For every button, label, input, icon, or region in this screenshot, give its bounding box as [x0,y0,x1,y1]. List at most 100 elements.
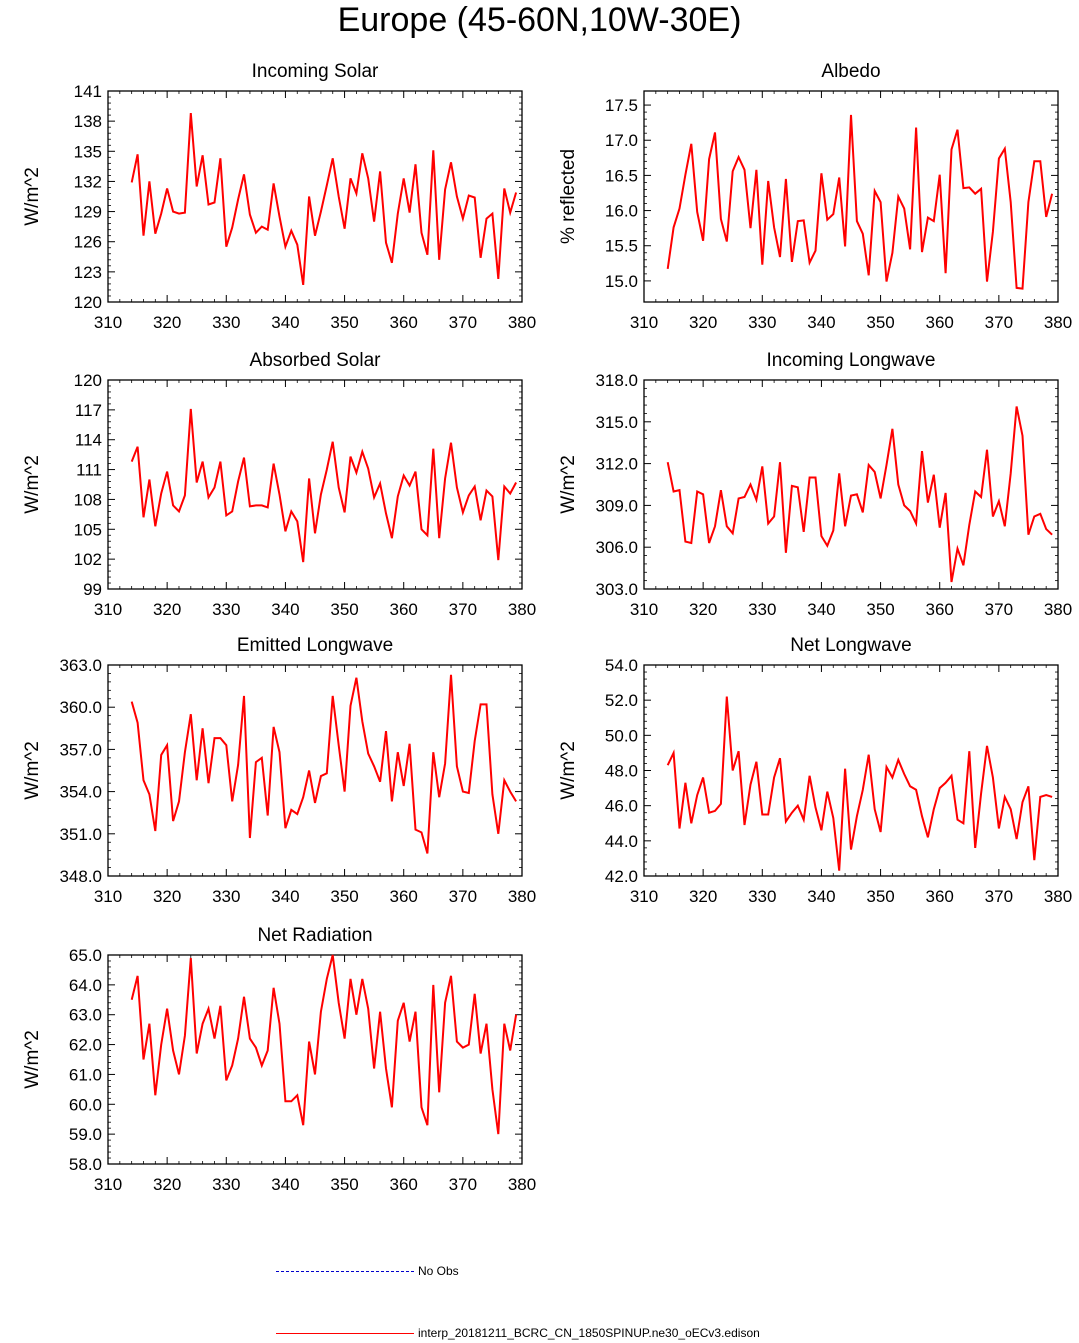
y-tick-label: 61.0 [69,1065,102,1084]
x-tick-label: 380 [508,887,536,906]
series-line-net-radiation [130,954,518,1135]
y-tick-label: 17.5 [605,96,638,115]
y-tick-label: 54.0 [605,656,638,675]
chart-absorbed-solar: 310 320 330 340 350 360 370 380 99 102 105 108 111 11… [22,350,536,619]
x-tick-label: 330 [748,313,776,332]
series-line-incoming-longwave [666,406,1053,583]
x-tick-label: 360 [390,887,418,906]
legend-label: No Obs [418,1264,459,1278]
chart-albedo: 310 320 330 340 350 360 370 380 15.0 15.5 16.0 16.5… [558,61,1072,332]
x-tick-label: 380 [1044,313,1072,332]
y-tick-label: 16.0 [605,202,638,221]
x-tick-label: 330 [212,887,240,906]
y-tick-label: 360.0 [59,698,102,717]
panel-title: Incoming Solar [252,61,379,82]
y-tick-label: 64.0 [69,976,102,995]
y-tick-label: 354.0 [59,783,102,802]
x-tick-label: 350 [330,887,358,906]
chart-emitted-longwave: 310 320 330 340 350 360 370 380 348.0 351.0 354.0 3… [22,635,536,906]
y-axis-label: W/m^2 [558,455,579,514]
chart-net-longwave: 310 320 330 340 350 360 370 380 42.0 44.0 46.0 48.0… [558,635,1072,906]
x-tick-label: 340 [807,600,835,619]
x-tick-label: 360 [390,1175,418,1194]
legend-label: interp_20181211_BCRC_CN_1850SPINUP.ne30_… [418,1326,760,1340]
x-tick-label: 320 [153,600,181,619]
series-line-incoming-solar [130,113,518,286]
x-tick-label: 330 [212,600,240,619]
main-title: Europe (45-60N,10W-30E) [337,1,742,39]
x-tick-label: 350 [330,1175,358,1194]
x-tick-label: 360 [390,600,418,619]
y-tick-label: 309.0 [595,496,638,515]
x-tick-label: 340 [807,313,835,332]
y-tick-label: 348.0 [59,867,102,886]
y-tick-label: 357.0 [59,740,102,759]
legend-item-model: interp_20181211_BCRC_CN_1850SPINUP.ne30_… [276,1326,760,1340]
y-tick-label: 42.0 [605,867,638,886]
y-tick-label: 102 [74,550,102,569]
panel-title: Net Radiation [257,925,372,946]
series-line-net-longwave [666,696,1053,871]
x-tick-label: 310 [94,600,122,619]
y-tick-label: 120 [74,371,102,390]
x-tick-label: 310 [94,887,122,906]
x-tick-label: 310 [94,313,122,332]
x-tick-label: 360 [926,887,954,906]
x-tick-label: 320 [153,1175,181,1194]
x-tick-label: 310 [630,600,658,619]
y-tick-label: 17.0 [605,131,638,150]
panel-title: Albedo [821,61,880,82]
y-tick-label: 58.0 [69,1155,102,1174]
y-tick-label: 141 [74,82,102,101]
y-tick-label: 129 [74,203,102,222]
y-tick-label: 138 [74,112,102,131]
plot-frame [107,664,523,877]
x-tick-label: 340 [271,313,299,332]
y-tick-label: 303.0 [595,580,638,599]
x-tick-label: 380 [508,600,536,619]
x-tick-label: 330 [212,1175,240,1194]
y-tick-label: 65.0 [69,946,102,965]
x-tick-label: 360 [926,313,954,332]
x-tick-label: 360 [390,313,418,332]
y-tick-label: 99 [83,580,102,599]
plot-frame [107,379,523,590]
x-tick-label: 340 [271,887,299,906]
y-tick-label: 120 [74,293,102,312]
series-line-albedo [666,114,1054,290]
y-tick-label: 59.0 [69,1125,102,1144]
x-tick-label: 380 [1044,600,1072,619]
x-tick-label: 330 [748,600,776,619]
x-tick-label: 350 [866,887,894,906]
x-tick-label: 380 [508,1175,536,1194]
x-tick-label: 350 [866,313,894,332]
chart-incoming-solar: 310 320 330 340 350 360 370 380 120 123 126 129 132 1… [22,61,536,332]
x-tick-label: 370 [985,887,1013,906]
series-line-absorbed-solar [130,408,517,563]
chart-net-radiation: 310 320 330 340 350 360 370 380 58.0 59.0 60.0 61.0… [22,925,536,1194]
y-axis-label: W/m^2 [22,455,43,514]
x-tick-label: 350 [866,600,894,619]
y-axis-label: W/m^2 [22,167,43,226]
panel-title: Net Longwave [790,635,911,656]
x-tick-label: 340 [807,887,835,906]
plot-frame [107,90,523,303]
y-tick-label: 315.0 [595,413,638,432]
y-tick-label: 105 [74,520,102,539]
y-tick-label: 114 [75,431,102,450]
y-tick-label: 15.5 [605,237,638,256]
y-tick-label: 108 [74,490,102,509]
y-tick-label: 306.0 [595,538,638,557]
y-tick-label: 16.5 [605,166,638,185]
x-tick-label: 320 [689,313,717,332]
plot-frame [107,954,523,1165]
x-tick-label: 380 [508,313,536,332]
legend-swatch-solid [276,1332,414,1334]
y-axis-label: % reflected [558,149,579,244]
x-tick-label: 350 [330,600,358,619]
x-tick-label: 370 [985,600,1013,619]
y-tick-label: 111 [76,461,102,480]
x-tick-label: 320 [153,313,181,332]
y-tick-label: 62.0 [69,1036,102,1055]
plot-frame [643,379,1059,590]
